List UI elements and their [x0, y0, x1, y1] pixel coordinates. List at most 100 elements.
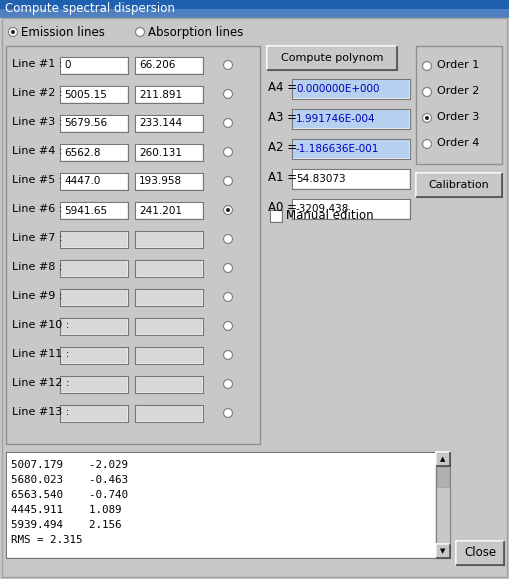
Text: 211.891: 211.891 [139, 90, 182, 100]
Text: 66.206: 66.206 [139, 60, 176, 71]
Text: -3209.438: -3209.438 [296, 204, 349, 214]
Bar [6, 46, 260, 444]
Text: 4445.911    1.089: 4445.911 1.089 [11, 505, 122, 515]
Text: Order 1: Order 1 [437, 60, 479, 70]
Text: Absorption lines: Absorption lines [148, 26, 243, 39]
Text: Line #2 :: Line #2 : [12, 88, 63, 98]
Bar [136, 406, 202, 421]
Circle shape [423, 140, 431, 148]
Circle shape [425, 116, 429, 120]
Text: 5680.023    -0.463: 5680.023 -0.463 [11, 475, 128, 485]
Bar [61, 174, 127, 189]
Text: ▼: ▼ [440, 548, 446, 554]
Text: 241.201: 241.201 [139, 206, 182, 215]
Text: 233.144: 233.144 [139, 119, 182, 129]
Text: Compute spectral dispersion: Compute spectral dispersion [5, 2, 175, 15]
Text: A1 =: A1 = [268, 171, 297, 184]
Bar [61, 145, 127, 160]
Bar [136, 145, 202, 160]
Bar [61, 203, 127, 218]
Text: Line #1 :: Line #1 : [12, 59, 63, 69]
Bar [0, 0, 509, 9]
Circle shape [423, 114, 431, 122]
Bar [436, 452, 450, 558]
Text: Manual edition: Manual edition [286, 209, 374, 222]
Bar [293, 80, 409, 98]
Bar [7, 453, 435, 557]
Bar [136, 348, 202, 363]
Bar [136, 377, 202, 392]
Text: 5939.494    2.156: 5939.494 2.156 [11, 520, 122, 530]
Circle shape [11, 30, 15, 34]
Text: 260.131: 260.131 [139, 148, 182, 157]
Text: Line #10 :: Line #10 : [12, 320, 69, 330]
Text: 0: 0 [64, 60, 71, 71]
Bar [136, 116, 202, 131]
Bar [136, 203, 202, 218]
Text: 6562.8: 6562.8 [64, 148, 100, 157]
Text: Calibration: Calibration [429, 180, 489, 190]
Text: Emission lines: Emission lines [21, 26, 105, 39]
Circle shape [423, 89, 431, 96]
Text: Line #9 :: Line #9 : [12, 291, 63, 301]
Text: 193.958: 193.958 [139, 177, 182, 186]
Bar [136, 290, 202, 305]
Text: A2 =: A2 = [268, 141, 297, 154]
Bar [293, 170, 409, 188]
Bar [61, 58, 127, 73]
Bar [437, 467, 449, 487]
Text: Close: Close [464, 547, 496, 559]
Bar [61, 319, 127, 334]
Bar [61, 261, 127, 276]
Bar [136, 87, 202, 102]
Text: 1.991746E-004: 1.991746E-004 [296, 114, 376, 124]
Circle shape [224, 323, 232, 329]
Circle shape [224, 206, 232, 214]
Bar [416, 173, 502, 197]
Bar [136, 174, 202, 189]
Circle shape [226, 208, 230, 212]
Text: A4 =: A4 = [268, 81, 297, 94]
Text: 6563.540    -0.740: 6563.540 -0.740 [11, 490, 128, 500]
Bar [456, 541, 504, 565]
Text: Compute polynom: Compute polynom [281, 53, 383, 63]
Text: 5941.65: 5941.65 [64, 206, 107, 215]
Bar [436, 544, 450, 558]
Bar [61, 232, 127, 247]
Bar [136, 261, 202, 276]
Text: Order 2: Order 2 [437, 86, 479, 96]
Text: 5005.15: 5005.15 [64, 90, 107, 100]
Text: 0.000000E+000: 0.000000E+000 [296, 84, 380, 94]
Text: Line #5 :: Line #5 : [12, 175, 63, 185]
Text: Line #6 :: Line #6 : [12, 204, 63, 214]
Bar [0, 0, 509, 18]
Text: 4447.0: 4447.0 [64, 177, 100, 186]
Bar [136, 58, 202, 73]
Text: A0 =: A0 = [268, 201, 297, 214]
Bar [136, 232, 202, 247]
Text: Line #3 :: Line #3 : [12, 117, 63, 127]
Text: RMS = 2.315: RMS = 2.315 [11, 535, 82, 545]
Bar [61, 87, 127, 102]
Text: Line #13 :: Line #13 : [12, 407, 69, 417]
Circle shape [136, 28, 144, 36]
Bar [267, 46, 397, 70]
Circle shape [224, 409, 232, 417]
Circle shape [224, 235, 232, 243]
Text: Line #11 :: Line #11 : [12, 349, 69, 359]
Bar [293, 110, 409, 128]
Text: ▲: ▲ [440, 456, 446, 462]
Bar [136, 319, 202, 334]
Circle shape [224, 294, 232, 301]
Circle shape [224, 351, 232, 359]
Text: -1.186636E-001: -1.186636E-001 [296, 144, 379, 154]
Bar [61, 290, 127, 305]
Bar [61, 377, 127, 392]
Text: 5007.179    -2.029: 5007.179 -2.029 [11, 460, 128, 470]
Circle shape [224, 61, 232, 69]
Circle shape [224, 90, 232, 98]
Bar [416, 46, 502, 164]
Bar [61, 348, 127, 363]
Circle shape [423, 63, 431, 69]
Circle shape [224, 119, 232, 127]
